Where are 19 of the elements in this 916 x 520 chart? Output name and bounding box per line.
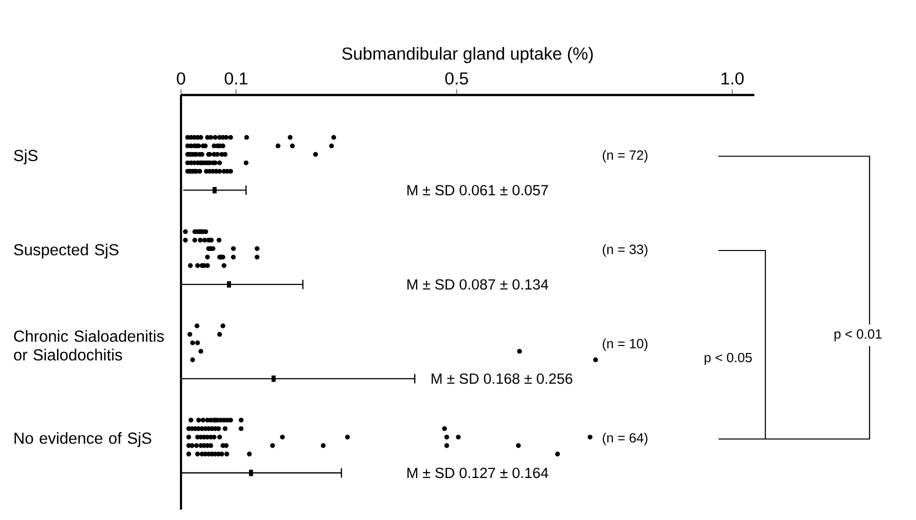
x-tick-label: 0 (176, 72, 186, 85)
y-tick-label: SjS (14, 149, 38, 164)
y-tick-label: Chronic Sialoadenitis or Sialodochitis (14, 330, 164, 361)
annotation: p < 0.05 (704, 352, 752, 365)
annotation: (n = 64) (602, 432, 648, 446)
annotation: M ± SD 0.127 ± 0.164 (407, 468, 548, 478)
x-tick-label: 1.0 (722, 72, 744, 85)
annotation: M ± SD 0.168 ± 0.256 (432, 373, 572, 384)
annotation: (n = 72) (602, 150, 648, 162)
x-tick-label: 0.5 (445, 72, 468, 85)
x-tick-label: 0.1 (224, 72, 248, 85)
annotation: M ± SD 0.061 ± 0.057 (407, 185, 548, 196)
x-axis-title: Submandibular gland uptake (%) (342, 47, 593, 64)
annotation: (n = 10) (602, 338, 648, 351)
annotation: M ± SD 0.087 ± 0.134 (407, 279, 548, 290)
y-tick-label: Suspected SjS (14, 244, 118, 259)
annotation: (n = 33) (602, 244, 648, 257)
text: p < 0.01 (834, 329, 882, 342)
y-tick-label: No evidence of SjS (14, 432, 152, 448)
